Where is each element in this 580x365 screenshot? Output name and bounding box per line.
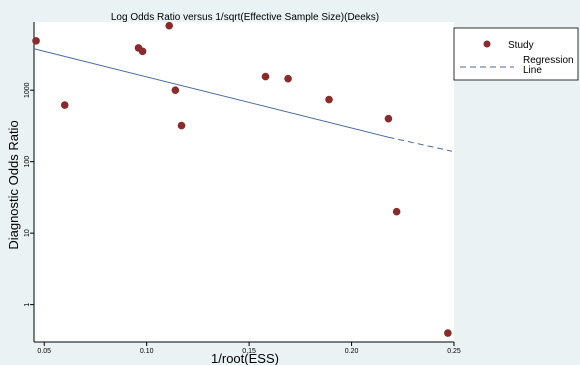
study-point [444,329,452,337]
study-point [177,121,186,130]
y-tick-label: 100 [24,156,31,168]
study-point [60,101,69,109]
legend-regression-label-line: Regression [523,55,574,66]
regression-line-dashed [388,136,453,152]
plot-area [34,22,454,342]
y-axis-label: Diagnostic Odds Ratio [6,120,21,249]
regression-line [33,48,453,152]
regression-line-solid [33,48,389,138]
y-tick-label: 1000 [24,82,31,98]
y-ticks: 1 10 100 1000 [24,82,34,307]
x-tick-label: 0.10 [140,348,154,355]
study-point [165,21,174,30]
legend-regression-label-line: Line [523,65,542,76]
study-point [284,74,292,83]
legend-study-marker [483,40,491,48]
x-tick-label: 0.05 [37,348,51,355]
y-tick-label: 1 [24,303,31,307]
study-point [171,86,180,95]
x-axis-label: 1/root(ESS) [211,351,279,365]
legend-box [453,27,579,81]
study-point [32,37,40,45]
legend-study-label: Study [508,40,534,51]
study-point [325,95,333,104]
study-point [138,47,147,56]
y-tick-label: 10 [24,229,31,237]
legend-regression-label: Regression Line [523,55,574,76]
study-point [261,72,270,81]
study-points [32,21,452,337]
chart-title: Log Odds Ratio versus 1/sqrt(Effective S… [111,12,379,23]
x-tick-label: 0.20 [345,348,359,355]
x-tick-label: 0.25 [447,348,461,355]
study-point [384,114,393,123]
x-ticks: 0.05 0.10 0.15 0.20 0.25 [37,342,461,355]
study-point [392,207,401,216]
x-tick-label: 0.15 [242,348,256,355]
